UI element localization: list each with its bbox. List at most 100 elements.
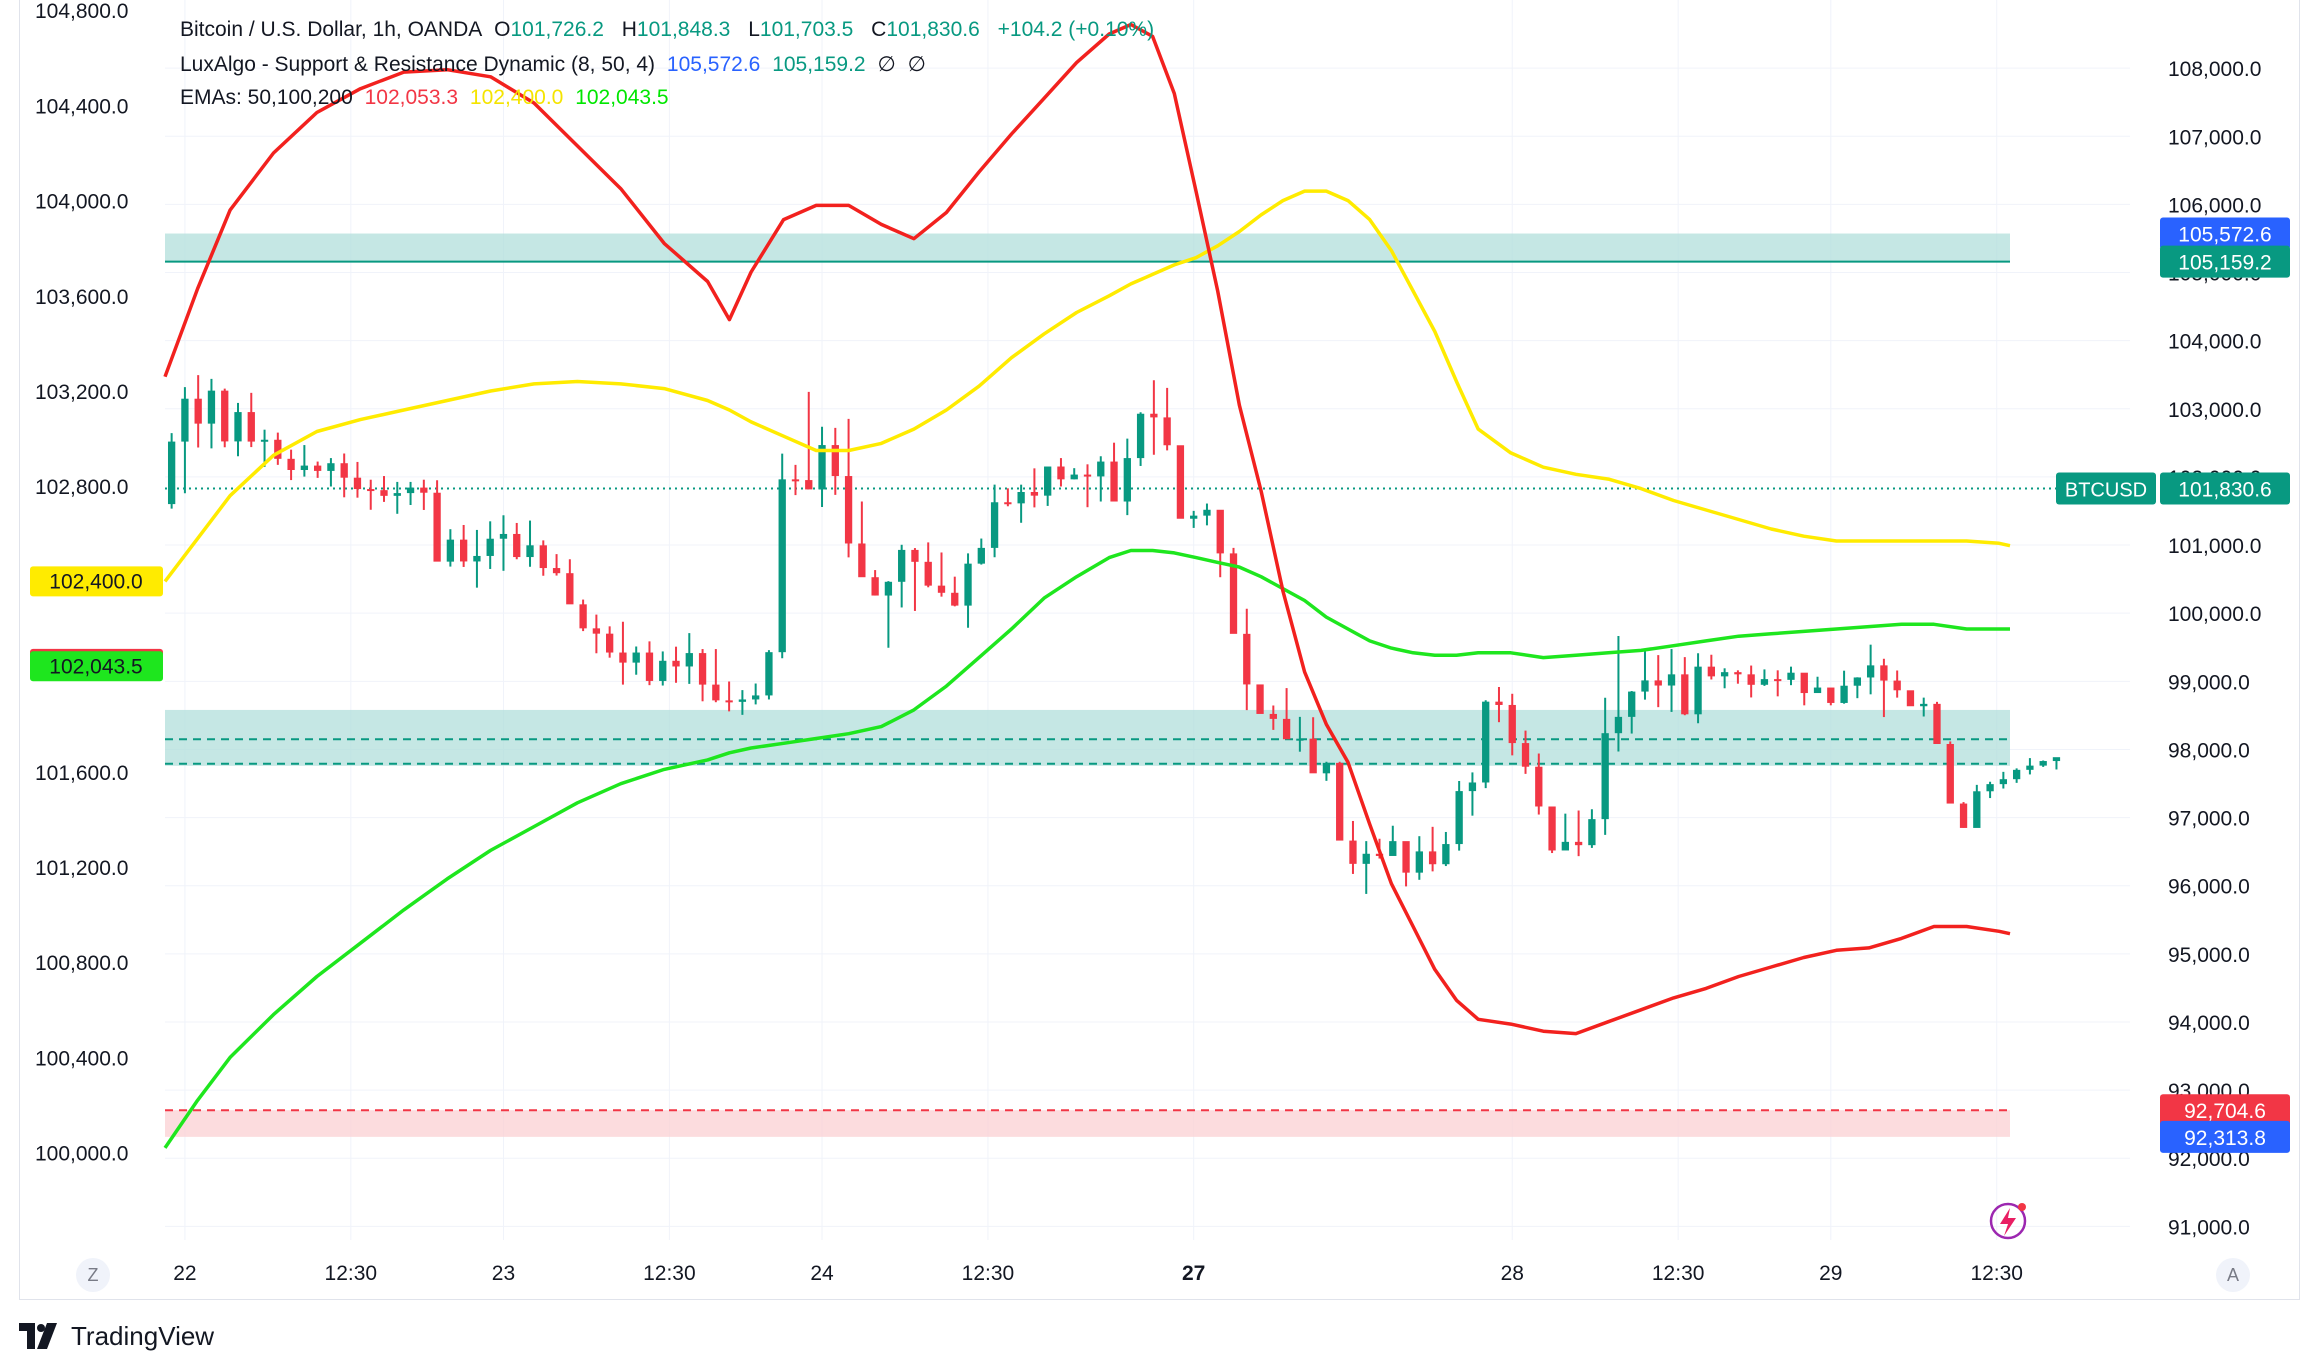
candle-body: [274, 439, 282, 459]
timezone-button[interactable]: Z: [76, 1258, 110, 1292]
right-axis-tick-label: 104,000.0: [2168, 331, 2261, 354]
candle-body: [313, 465, 322, 471]
candle-body: [685, 653, 693, 667]
candle-body: [526, 545, 534, 558]
tradingview-logo-icon: [19, 1323, 57, 1349]
right-axis-tick-label: 94,000.0: [2168, 1012, 2250, 1035]
candlestick-chart[interactable]: 100,000.0 100,400.0 100,800.0 101,200.0 101,…: [0, 0, 2308, 1300]
candle-body: [911, 549, 919, 562]
candle-body: [752, 695, 760, 700]
legend-indicator-row: LuxAlgo - Support & Resistance Dynamic (…: [180, 52, 932, 77]
right-price-badge: [2160, 472, 2290, 505]
candle-body: [1667, 674, 1676, 686]
candle-body: [1336, 762, 1344, 841]
lightning-icon-bolt: [2000, 1208, 2016, 1236]
candle-body: [486, 538, 494, 556]
right-axis-tick-label: 95,000.0: [2168, 944, 2250, 967]
candle-body: [1959, 803, 1968, 828]
candle-body: [632, 652, 640, 663]
legend-change: +104.2 (+0.10%): [997, 18, 1155, 41]
lower-zone: [165, 1110, 2010, 1137]
candle-body: [606, 633, 614, 653]
candle-body: [858, 543, 866, 578]
candle-body: [420, 487, 428, 493]
time-axis-label: 12:30: [325, 1262, 378, 1285]
candle-body: [1389, 841, 1397, 856]
candle-body: [1734, 672, 1742, 675]
candle-body: [513, 533, 521, 558]
ema-name[interactable]: EMAs: 50,100,200: [180, 86, 353, 109]
chart-frame: [19, 0, 2300, 1300]
candle-body: [1442, 844, 1450, 865]
candle-body: [194, 398, 202, 424]
left-axis-tick-label: 101,200.0: [35, 857, 128, 880]
time-axis-label: 29: [1819, 1262, 1842, 1285]
auto-scale-button[interactable]: A: [2216, 1258, 2250, 1292]
indicator-value-1: 105,572.6: [666, 53, 761, 76]
candle-body: [1150, 413, 1158, 418]
candle-body: [221, 390, 229, 442]
candle-body: [2026, 765, 2034, 770]
candle-body: [951, 592, 959, 606]
left-axis-tick-label: 102,800.0: [35, 476, 128, 499]
candle-body: [300, 465, 309, 470]
candle-body: [1455, 791, 1463, 845]
symbol-badge: [2056, 472, 2156, 505]
candle-body: [1588, 819, 1596, 846]
legend-high-label: H: [621, 18, 637, 41]
candle-body: [791, 479, 800, 482]
left-axis-tick-label: 100,000.0: [35, 1143, 128, 1166]
candle-body: [1973, 791, 1981, 828]
candle-body: [1800, 672, 1808, 694]
right-price-badge: [2160, 217, 2290, 250]
candle-body: [1296, 738, 1304, 741]
indicator-name[interactable]: LuxAlgo - Support & Resistance Dynamic (…: [180, 53, 656, 76]
candle-body: [167, 441, 176, 505]
candle-body: [1243, 633, 1251, 685]
time-axis-label: 12:30: [1970, 1262, 2023, 1285]
candle-body: [884, 581, 893, 596]
candle-body: [924, 561, 932, 586]
candle-body: [1641, 680, 1649, 692]
ema-100-line: [163, 189, 2011, 583]
candle-body: [1707, 666, 1715, 677]
candle-body: [1216, 509, 1224, 554]
time-axis-label: 12:30: [962, 1262, 1015, 1285]
right-axis-tick-label: 100,000.0: [2168, 603, 2261, 626]
right-price-badge-text: 92,704.6: [2184, 1100, 2266, 1123]
legend-low-value: 101,703.5: [759, 18, 854, 41]
candle-body: [937, 585, 946, 593]
left-price-badge: [30, 651, 163, 682]
right-price-badge-text: 92,313.8: [2184, 1127, 2266, 1150]
notification-dot: [2018, 1203, 2026, 1211]
left-axis-tick-label: 103,600.0: [35, 286, 128, 309]
right-axis-tick-label: 98,000.0: [2168, 739, 2250, 762]
tradingview-logo[interactable]: TradingView: [19, 1318, 214, 1354]
candle-body: [460, 539, 468, 562]
time-axis-label: 28: [1501, 1262, 1524, 1285]
candle-body: [1720, 672, 1729, 677]
resistance-zone: [165, 233, 2010, 262]
legend-close-label: C: [871, 18, 887, 41]
right-price-badge-text: 101,830.6: [2178, 478, 2271, 501]
candle-body: [645, 652, 654, 681]
legend-open-value: 101,726.2: [510, 18, 604, 41]
candle-body: [1083, 474, 1092, 477]
candle-body: [1628, 691, 1636, 717]
candle-body: [1614, 716, 1623, 734]
candle-body: [433, 492, 441, 562]
candle-body: [1070, 474, 1078, 480]
right-axis-tick-label: 107,000.0: [2168, 126, 2261, 149]
candle-body: [1322, 762, 1331, 774]
candle-body: [1123, 458, 1131, 502]
candle-body: [844, 476, 853, 544]
candle-body: [1774, 679, 1782, 682]
left-axis-tick-label: 100,800.0: [35, 952, 128, 975]
right-axis-tick-label: 96,000.0: [2168, 876, 2250, 899]
candle-body: [1880, 665, 1888, 681]
indicator-value-3: ∅: [877, 53, 896, 76]
right-price-badge-text: 105,572.6: [2178, 224, 2271, 247]
legend-close-value: 101,830.6: [886, 18, 980, 41]
time-axis-label: 22: [173, 1262, 196, 1285]
legend-symbol[interactable]: Bitcoin / U.S. Dollar, 1h, OANDA: [180, 18, 483, 41]
